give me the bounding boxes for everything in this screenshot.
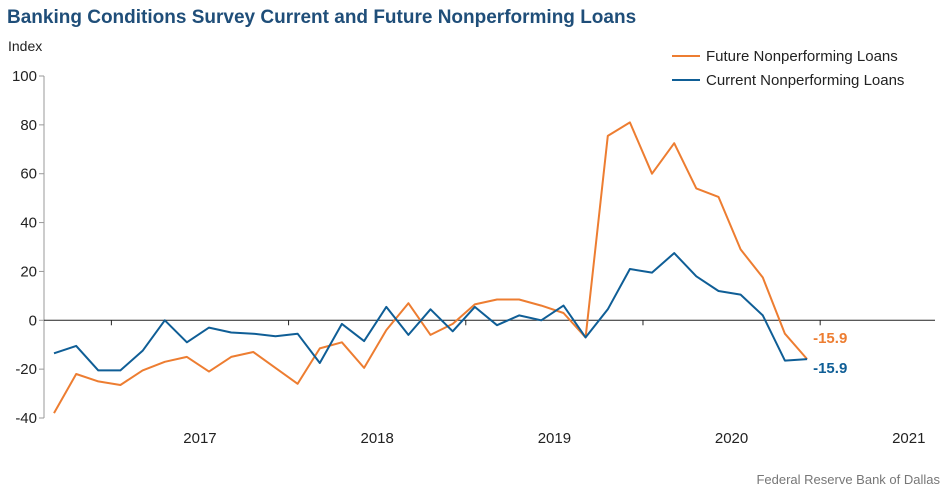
- y-tick-label: 60: [20, 166, 37, 183]
- legend-swatch-future: [672, 55, 700, 57]
- legend-label-future: Future Nonperforming Loans: [706, 47, 898, 65]
- legend-item-future: Future Nonperforming Loans: [672, 44, 904, 68]
- x-tick-label: 2020: [715, 430, 748, 447]
- legend: Future Nonperforming Loans Current Nonpe…: [672, 44, 904, 92]
- y-tick-label: 20: [20, 263, 37, 280]
- x-tick-label: 2019: [538, 430, 571, 447]
- legend-label-current: Current Nonperforming Loans: [706, 71, 905, 89]
- y-tick-label: -20: [15, 361, 37, 378]
- y-tick-label: 100: [12, 68, 37, 85]
- y-tick-label: -40: [15, 410, 37, 427]
- x-tick-label: 2018: [360, 430, 393, 447]
- legend-swatch-current: [672, 79, 700, 81]
- y-axis-label: Index: [8, 38, 43, 54]
- y-tick-label: 40: [20, 215, 37, 232]
- series-line-future: [53, 121, 808, 414]
- end-value-label-future: -15.9: [813, 330, 847, 347]
- x-tick-label: 2021: [892, 430, 925, 447]
- y-tick-label: 0: [29, 312, 37, 329]
- x-tick-label: 2017: [183, 430, 216, 447]
- source-note: Federal Reserve Bank of Dallas: [756, 472, 940, 487]
- chart-title: Banking Conditions Survey Current and Fu…: [7, 7, 637, 28]
- series-line-current: [53, 252, 808, 372]
- legend-item-current: Current Nonperforming Loans: [672, 68, 904, 92]
- y-tick-label: 80: [20, 117, 37, 134]
- end-value-label-current: -15.9: [813, 360, 847, 377]
